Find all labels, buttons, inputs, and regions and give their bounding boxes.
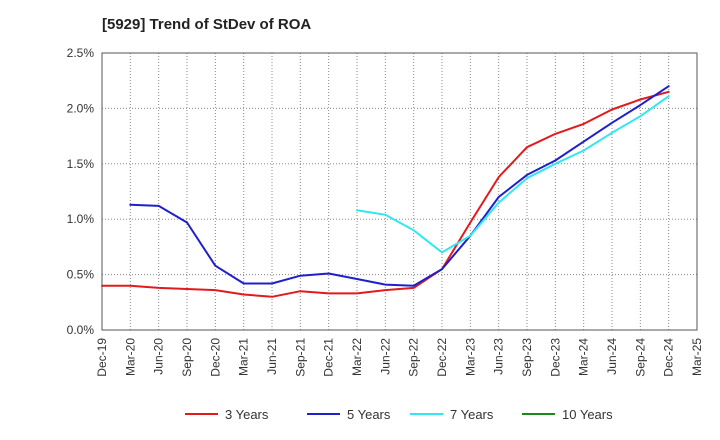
x-tick-label: Mar-20 [123, 338, 137, 376]
x-tick-label: Jun-20 [152, 338, 166, 375]
axes: 0.0% 0.5% 1.0% 1.5% 2.0% 2.5% Dec-19 Mar-20 Jun-… [67, 46, 704, 377]
chart-title: [5929] Trend of StDev of ROA [102, 16, 311, 33]
x-tick-label: Dec-23 [548, 338, 562, 377]
legend-label: 7 Years [450, 407, 494, 422]
y-tick-label: 2.5% [67, 46, 95, 60]
series-lines [101, 85, 670, 298]
y-tick-label: 2.0% [67, 101, 95, 115]
series-line-5-years [129, 85, 670, 287]
x-tick-label: Sep-20 [180, 338, 194, 377]
y-tick-label: 0.0% [67, 323, 95, 337]
legend: 3 Years 5 Years 7 Years 10 Years [185, 407, 613, 422]
legend-label: 5 Years [347, 407, 391, 422]
x-tick-label: Dec-22 [435, 338, 449, 377]
x-tick-label: Mar-21 [237, 338, 251, 376]
x-tick-label: Sep-24 [633, 338, 647, 377]
series-line-3-years [101, 90, 670, 298]
x-tick-label: Mar-25 [690, 338, 704, 376]
x-tick-label: Mar-24 [577, 338, 591, 376]
plot-frame [101, 52, 698, 331]
x-tick-label: Jun-24 [605, 338, 619, 375]
y-tick-label: 1.5% [67, 157, 95, 171]
x-tick-label: Jun-23 [492, 338, 506, 375]
x-tick-label: Dec-21 [322, 338, 336, 377]
x-tick-label: Mar-23 [463, 338, 477, 376]
series-line-7-years [356, 95, 670, 254]
x-tick-label: Sep-23 [520, 338, 534, 377]
x-tick-label: Jun-22 [378, 338, 392, 375]
legend-label: 3 Years [225, 407, 269, 422]
y-tick-label: 0.5% [67, 268, 95, 282]
x-tick-label: Jun-21 [265, 338, 279, 375]
x-tick-label: Dec-19 [95, 338, 109, 377]
y-tick-label: 1.0% [67, 212, 95, 226]
x-tick-label: Mar-22 [350, 338, 364, 376]
x-tick-label: Dec-20 [208, 338, 222, 377]
legend-label: 10 Years [562, 407, 613, 422]
x-tick-label: Dec-24 [662, 338, 676, 377]
x-tick-label: Sep-22 [407, 338, 421, 377]
x-tick-label: Sep-21 [293, 338, 307, 377]
